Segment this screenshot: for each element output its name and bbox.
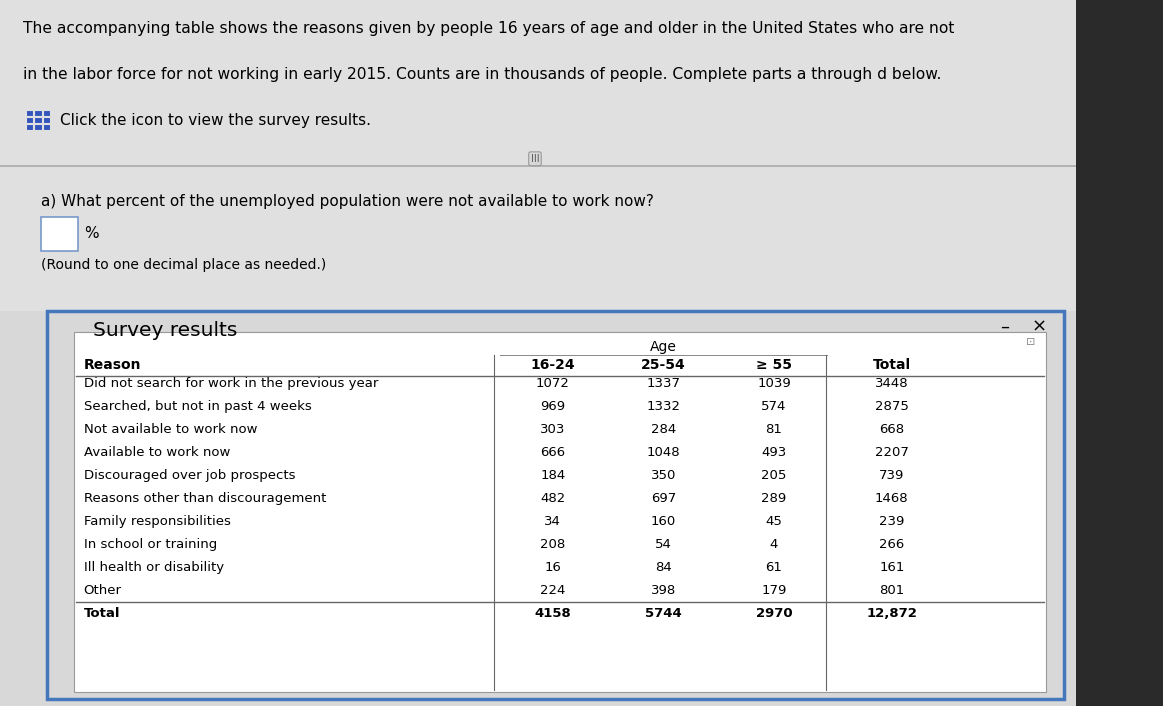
Bar (26, 110, 34, 116)
Bar (43, 110, 50, 116)
Text: –: – (1000, 318, 1009, 335)
Text: Did not search for work in the previous year: Did not search for work in the previous … (84, 377, 378, 390)
Text: Total: Total (84, 607, 120, 621)
Text: 16-24: 16-24 (530, 359, 575, 373)
Bar (43, 117, 50, 124)
Text: 2207: 2207 (875, 446, 908, 460)
Text: Family responsibilities: Family responsibilities (84, 515, 230, 528)
Text: 84: 84 (655, 561, 672, 574)
Bar (34, 110, 42, 116)
Text: 289: 289 (762, 492, 786, 505)
Bar (43, 124, 50, 131)
Text: 3448: 3448 (875, 377, 908, 390)
Text: Searched, but not in past 4 weeks: Searched, but not in past 4 weeks (84, 400, 312, 413)
Text: Discouraged over job prospects: Discouraged over job prospects (84, 469, 295, 482)
Text: 493: 493 (762, 446, 786, 460)
Text: Age: Age (650, 340, 677, 354)
Text: 45: 45 (765, 515, 783, 528)
Text: 303: 303 (540, 423, 565, 436)
Text: Survey results: Survey results (93, 321, 237, 340)
Text: Ill health or disability: Ill health or disability (84, 561, 223, 574)
Text: 284: 284 (651, 423, 676, 436)
Text: Reasons other than discouragement: Reasons other than discouragement (84, 492, 326, 505)
Text: 16: 16 (544, 561, 562, 574)
Text: 739: 739 (879, 469, 905, 482)
Bar (26, 117, 34, 124)
Text: In school or training: In school or training (84, 538, 217, 551)
Text: 184: 184 (540, 469, 565, 482)
Text: Not available to work now: Not available to work now (84, 423, 257, 436)
Text: 350: 350 (650, 469, 676, 482)
Bar (26, 124, 34, 131)
Text: 482: 482 (540, 492, 565, 505)
Text: Other: Other (84, 585, 122, 597)
Text: Available to work now: Available to work now (84, 446, 230, 460)
Text: 1039: 1039 (757, 377, 791, 390)
Text: 34: 34 (544, 515, 562, 528)
Text: 1332: 1332 (647, 400, 680, 413)
Text: III: III (530, 154, 540, 164)
Text: 801: 801 (879, 585, 905, 597)
Text: ×: × (1032, 318, 1047, 335)
Text: 5744: 5744 (645, 607, 682, 621)
Text: 81: 81 (765, 423, 783, 436)
Text: 1337: 1337 (647, 377, 680, 390)
Text: Click the icon to view the survey results.: Click the icon to view the survey result… (60, 112, 371, 128)
Text: 179: 179 (762, 585, 786, 597)
Text: 1468: 1468 (875, 492, 908, 505)
Text: 668: 668 (879, 423, 905, 436)
Text: %: % (84, 226, 99, 241)
Text: (Round to one decimal place as needed.): (Round to one decimal place as needed.) (41, 258, 326, 272)
Text: 666: 666 (540, 446, 565, 460)
Text: 697: 697 (651, 492, 676, 505)
Text: Total: Total (872, 359, 911, 373)
Text: in the labor force for not working in early 2015. Counts are in thousands of peo: in the labor force for not working in ea… (23, 67, 942, 82)
Text: 61: 61 (765, 561, 783, 574)
Text: ≥ 55: ≥ 55 (756, 359, 792, 373)
Text: 161: 161 (879, 561, 905, 574)
Text: 969: 969 (540, 400, 565, 413)
Text: 266: 266 (879, 538, 905, 551)
Text: 12,872: 12,872 (866, 607, 918, 621)
Text: a) What percent of the unemployed population were not available to work now?: a) What percent of the unemployed popula… (41, 194, 654, 209)
Text: 2970: 2970 (756, 607, 792, 621)
Bar (34, 124, 42, 131)
Text: 160: 160 (651, 515, 676, 528)
Text: 1072: 1072 (536, 377, 570, 390)
Text: ⊡: ⊡ (1026, 337, 1035, 347)
Text: Reason: Reason (84, 359, 141, 373)
Text: 25-54: 25-54 (641, 359, 686, 373)
Text: 1048: 1048 (647, 446, 680, 460)
Text: 574: 574 (762, 400, 786, 413)
Text: The accompanying table shows the reasons given by people 16 years of age and old: The accompanying table shows the reasons… (23, 21, 955, 36)
Text: 224: 224 (540, 585, 565, 597)
Text: 398: 398 (651, 585, 676, 597)
Text: 4158: 4158 (534, 607, 571, 621)
Text: 239: 239 (879, 515, 905, 528)
Text: 205: 205 (762, 469, 786, 482)
Text: 2875: 2875 (875, 400, 908, 413)
Text: 208: 208 (540, 538, 565, 551)
Text: 4: 4 (770, 538, 778, 551)
Text: 54: 54 (655, 538, 672, 551)
Bar (34, 117, 42, 124)
